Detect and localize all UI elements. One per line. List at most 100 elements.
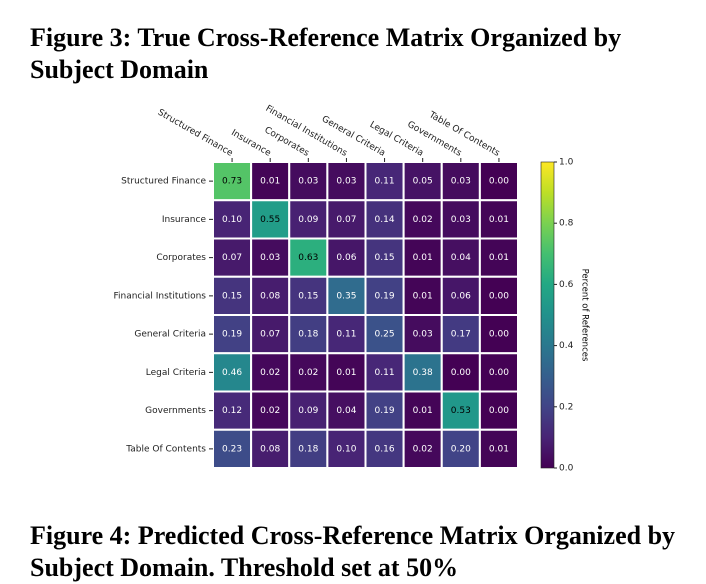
heatmap-cell xyxy=(440,352,481,393)
heatmap-cell xyxy=(402,428,443,469)
colorbar-tick-label: 1.0 xyxy=(559,158,574,168)
colorbar-tick-label: 0.8 xyxy=(559,219,574,229)
x-tick-label: Structured Finance xyxy=(156,108,235,159)
y-tick-label: Table Of Contents xyxy=(125,444,206,454)
heatmap-cell xyxy=(478,314,519,355)
heatmap-cell xyxy=(326,314,367,355)
cell-label: 0.17 xyxy=(451,330,471,340)
cell-label: 0.14 xyxy=(375,215,395,225)
chart: Percent of References 0.73 0.01 0.03 0.03 0.… xyxy=(113,104,590,474)
heatmap-cell xyxy=(440,428,481,469)
cell-label: 0.01 xyxy=(413,291,433,301)
cell-label: 0.03 xyxy=(260,253,280,263)
x-tick-label: General Criteria xyxy=(320,114,387,158)
heatmap-cell xyxy=(288,275,329,316)
cell-label: 0.01 xyxy=(489,253,509,263)
cell-label: 0.46 xyxy=(222,368,242,378)
heatmap-cell xyxy=(478,161,519,202)
heatmap-cell xyxy=(478,237,519,278)
cell-label: 0.18 xyxy=(298,444,318,454)
cell-label: 0.10 xyxy=(336,444,356,454)
cell-label: 0.07 xyxy=(222,253,242,263)
figure-title: Figure 3: True Cross-Reference Matrix Or… xyxy=(30,23,622,84)
heatmap-cell xyxy=(478,352,519,393)
cell-label: 0.00 xyxy=(489,177,509,187)
heatmap-cell xyxy=(440,275,481,316)
heatmap-cell xyxy=(402,199,443,240)
cell-label: 0.11 xyxy=(375,177,395,187)
heatmap-cell xyxy=(402,275,443,316)
cell-label: 0.03 xyxy=(451,177,471,187)
cell-label: 0.01 xyxy=(413,406,433,416)
cell-label: 0.05 xyxy=(413,177,433,187)
cell-label: 0.00 xyxy=(489,330,509,340)
cell-label: 0.15 xyxy=(298,291,318,301)
cell-label: 0.01 xyxy=(336,368,356,378)
cell-label: 0.02 xyxy=(413,444,433,454)
cell-label: 0.19 xyxy=(222,330,242,340)
heatmap-cell xyxy=(478,199,519,240)
cell-label: 0.19 xyxy=(375,291,395,301)
cell-label: 0.01 xyxy=(413,253,433,263)
heatmap-cell xyxy=(402,314,443,355)
cell-label: 0.15 xyxy=(375,253,395,263)
cell-label: 0.03 xyxy=(336,177,356,187)
heatmap-cell xyxy=(250,428,291,469)
cell-label: 0.08 xyxy=(260,444,280,454)
cell-label: 0.03 xyxy=(451,215,471,225)
heatmap-cell xyxy=(212,237,253,278)
cell-label: 0.38 xyxy=(413,368,433,378)
cell-label: 0.35 xyxy=(336,291,356,301)
cell-label: 0.20 xyxy=(451,444,471,454)
cell-label: 0.06 xyxy=(451,291,471,301)
colorbar-tick-label: 0.2 xyxy=(559,402,573,412)
cell-label: 0.07 xyxy=(336,215,356,225)
cell-label: 0.02 xyxy=(260,368,280,378)
cell-label: 0.18 xyxy=(298,330,318,340)
cell-label: 0.53 xyxy=(451,406,471,416)
cell-label: 0.08 xyxy=(260,291,280,301)
cell-label: 0.04 xyxy=(336,406,356,416)
heatmap-cell xyxy=(364,161,405,202)
cell-label: 0.63 xyxy=(298,253,318,263)
cell-label: 0.02 xyxy=(298,368,318,378)
cell-label: 0.00 xyxy=(489,368,509,378)
heatmap-cell xyxy=(364,428,405,469)
cell-label: 0.01 xyxy=(489,215,509,225)
cell-label: 0.11 xyxy=(336,330,356,340)
cell-label: 0.04 xyxy=(451,253,471,263)
heatmap-cell xyxy=(402,161,443,202)
cell-label: 0.02 xyxy=(260,406,280,416)
y-tick-label: Legal Criteria xyxy=(146,368,206,378)
colorbar-tick-label: 0.0 xyxy=(559,464,574,474)
heatmap-cell xyxy=(250,352,291,393)
heatmap-cell xyxy=(364,352,405,393)
colorbar-tick-label: 0.6 xyxy=(559,280,574,290)
cell-label: 0.11 xyxy=(375,368,395,378)
next-figure-title: Figure 4: Predicted Cross-Reference Matr… xyxy=(30,521,676,582)
heatmap-cell xyxy=(364,390,405,431)
cell-label: 0.19 xyxy=(375,406,395,416)
heatmap-cell xyxy=(440,237,481,278)
cell-label: 0.00 xyxy=(489,291,509,301)
y-tick-label: Insurance xyxy=(162,215,207,225)
cell-label: 0.10 xyxy=(222,215,242,225)
cell-label: 0.03 xyxy=(298,177,318,187)
heatmap-cell xyxy=(326,275,367,316)
cell-label: 0.09 xyxy=(298,406,318,416)
colorbar-label: Percent of References xyxy=(580,269,590,362)
cell-label: 0.25 xyxy=(375,330,395,340)
colorbar-tick-label: 0.4 xyxy=(559,341,574,351)
cell-label: 0.73 xyxy=(222,177,242,187)
cell-label: 0.00 xyxy=(451,368,471,378)
heatmap-cell xyxy=(402,390,443,431)
cell-label: 0.02 xyxy=(413,215,433,225)
y-tick-label: Financial Institutions xyxy=(113,291,206,301)
heatmap-cell xyxy=(364,199,405,240)
cell-label: 0.01 xyxy=(489,444,509,454)
y-tick-label: General Criteria xyxy=(134,330,206,340)
heatmap-cell xyxy=(326,199,367,240)
cell-label: 0.09 xyxy=(298,215,318,225)
heatmap-cell xyxy=(250,199,291,240)
